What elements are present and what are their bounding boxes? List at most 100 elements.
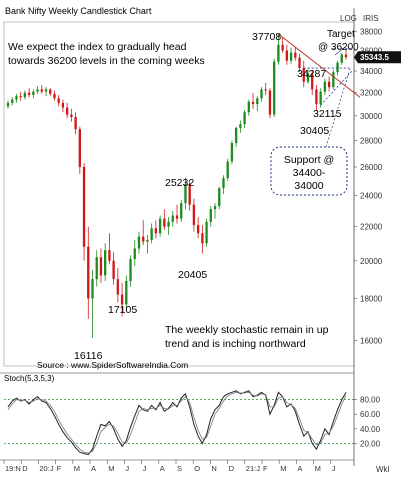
y-tick-label: 34000 <box>360 67 383 76</box>
candle-body <box>116 279 120 295</box>
candle-body <box>188 183 191 205</box>
x-tick-label: M <box>280 464 286 473</box>
candle-body <box>273 61 276 115</box>
candle-body <box>311 73 314 90</box>
x-unit-label: Wkl <box>376 465 390 474</box>
label-32115: 32115 <box>313 108 342 120</box>
label-16116: 16116 <box>74 350 103 362</box>
x-tick-label: O <box>194 464 200 473</box>
candle-body <box>167 221 170 227</box>
candle-body <box>230 143 234 162</box>
svg-text:The weekly stochastic remai: The weekly stochastic remain in up <box>165 324 329 336</box>
candle-body <box>247 101 250 113</box>
commentary-top: We expect the index to gradually head to… <box>8 41 205 67</box>
x-tick-label: A <box>160 464 165 473</box>
y-tick-label: 38000 <box>360 27 383 36</box>
source-text: Source : www.SpiderSoftwareIndia.Com <box>37 360 188 370</box>
candle-body <box>53 93 56 99</box>
label-20405: 20405 <box>178 269 207 281</box>
stoch-series-line <box>7 390 347 455</box>
candle-body <box>340 54 343 63</box>
candle-body <box>163 218 166 227</box>
target-pointer <box>334 46 347 56</box>
candle-body <box>154 228 158 234</box>
candle-body <box>302 67 305 82</box>
candle-body <box>298 57 301 68</box>
candle-body <box>40 89 43 92</box>
commentary-bottom: The weekly stochastic remain in up trend… <box>165 324 329 350</box>
label-target: Target <box>327 29 355 40</box>
candle-body <box>133 248 136 259</box>
candle-body <box>239 124 242 128</box>
candle-body <box>104 250 107 276</box>
time-axis: 19:N D 20:J F M A M J J A S O N D 21:J F M A M J <box>3 460 336 473</box>
candle-body <box>285 50 289 61</box>
x-tick-label: J <box>125 464 129 473</box>
y-tick-label: 16000 <box>360 337 383 346</box>
candle-body <box>277 44 280 62</box>
label-37708: 37708 <box>252 31 281 43</box>
candle-body <box>264 89 267 91</box>
candle-body <box>327 81 331 88</box>
x-tick-label: N <box>211 464 216 473</box>
label-34287: 34287 <box>297 68 326 80</box>
candle-body <box>6 102 10 107</box>
x-tick-label: A <box>297 464 302 473</box>
candle-body <box>120 294 124 305</box>
candle-body <box>19 96 22 98</box>
stoch-tick-label: 40.00 <box>360 425 381 434</box>
candle-body <box>112 260 115 280</box>
candle-body <box>218 188 221 207</box>
y-tick-label: 18000 <box>360 294 383 303</box>
main-plot-area <box>3 8 355 466</box>
x-tick-label: M <box>315 464 321 473</box>
x-tick-label: A <box>91 464 96 473</box>
support-line-3: 34000 <box>294 180 323 192</box>
x-tick-label: M <box>108 464 114 473</box>
candle-body <box>323 81 327 92</box>
candle-body <box>205 221 208 244</box>
x-tick-label: S <box>177 464 182 473</box>
y-tick-label: 26000 <box>360 163 383 172</box>
candle-body <box>256 98 259 105</box>
candle-body <box>11 99 14 103</box>
x-tick-label: J <box>332 464 336 473</box>
stoch-series-line <box>7 391 347 454</box>
x-tick-label: 19:N <box>5 464 21 473</box>
candle-body <box>294 52 297 58</box>
stoch-tick-label: 80.00 <box>360 396 381 405</box>
candle-body <box>234 127 238 144</box>
y-tick-label: 36000 <box>360 47 383 56</box>
candle-body <box>251 101 255 105</box>
candle-body <box>192 204 196 226</box>
svg-text:towards 36200 levels in the co: towards 36200 levels in the coming weeks <box>8 55 205 67</box>
x-tick-label: J <box>143 464 147 473</box>
candle-body <box>108 250 111 261</box>
candle-body <box>65 107 69 115</box>
candle-body <box>78 129 81 167</box>
y-tick-label: 22000 <box>360 223 383 232</box>
candle-body <box>209 209 212 222</box>
x-tick-label: M <box>74 464 80 473</box>
svg-text:trend and is inching northward: trend and is inching northward <box>165 338 306 350</box>
candle-body <box>129 258 132 281</box>
candle-body <box>336 62 339 73</box>
candle-body <box>82 166 86 247</box>
candle-body <box>171 215 174 222</box>
x-tick-label: 21:J <box>246 464 260 473</box>
stochastic-panel: 20.00 40.00 60.00 80.00 <box>0 372 381 461</box>
candle-body <box>175 215 179 219</box>
y-tick-label: 30000 <box>360 112 383 121</box>
candle-body <box>32 91 35 95</box>
candle-body <box>70 114 73 117</box>
x-tick-label: 20:J <box>39 464 53 473</box>
label-17105: 17105 <box>108 304 137 316</box>
log-scale-label: LOG <box>340 14 357 23</box>
x-tick-label: D <box>22 464 28 473</box>
x-tick-label: F <box>57 464 62 473</box>
support-line-2: 34400- <box>293 167 326 179</box>
candle-body <box>243 112 246 125</box>
candle-body <box>150 228 153 240</box>
chart-title: Bank Nifty Weekly Candlestick Chart <box>5 6 152 16</box>
